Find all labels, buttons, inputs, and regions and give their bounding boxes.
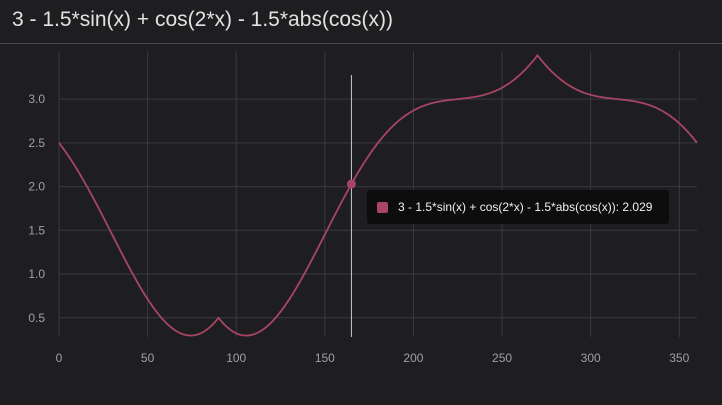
x-tick-label: 350 <box>669 351 689 365</box>
y-tick-label: 0.5 <box>28 311 45 325</box>
y-tick-label: 3.0 <box>28 92 45 106</box>
x-tick-label: 250 <box>492 351 512 365</box>
y-axis-ticks: 0.5 1.0 1.5 2.0 2.5 3.0 <box>28 92 45 325</box>
series-line[interactable] <box>58 53 698 337</box>
chart-header: 3 - 1.5*sin(x) + cos(2*x) - 1.5*abs(cos(… <box>0 0 722 44</box>
y-tick-label: 1.0 <box>28 267 45 281</box>
x-tick-label: 100 <box>226 351 246 365</box>
x-axis-ticks: 0 50 100 150 200 250 300 350 <box>56 351 690 365</box>
x-tick-label: 150 <box>315 351 335 365</box>
hover-point[interactable] <box>346 179 356 189</box>
tooltip: 3 - 1.5*sin(x) + cos(2*x) - 1.5*abs(cos(… <box>367 190 669 224</box>
chart-title: 3 - 1.5*sin(x) + cos(2*x) - 1.5*abs(cos(… <box>12 8 394 31</box>
tooltip-swatch <box>377 201 388 213</box>
x-tick-label: 300 <box>581 351 601 365</box>
y-tick-label: 2.0 <box>28 180 45 194</box>
tooltip-label: 3 - 1.5*sin(x) + cos(2*x) - 1.5*abs(cos(… <box>398 200 653 214</box>
x-tick-label: 50 <box>141 351 155 365</box>
y-tick-label: 2.5 <box>28 136 45 150</box>
y-tick-label: 1.5 <box>28 223 45 237</box>
x-tick-label: 0 <box>56 351 63 365</box>
x-tick-label: 200 <box>403 351 423 365</box>
